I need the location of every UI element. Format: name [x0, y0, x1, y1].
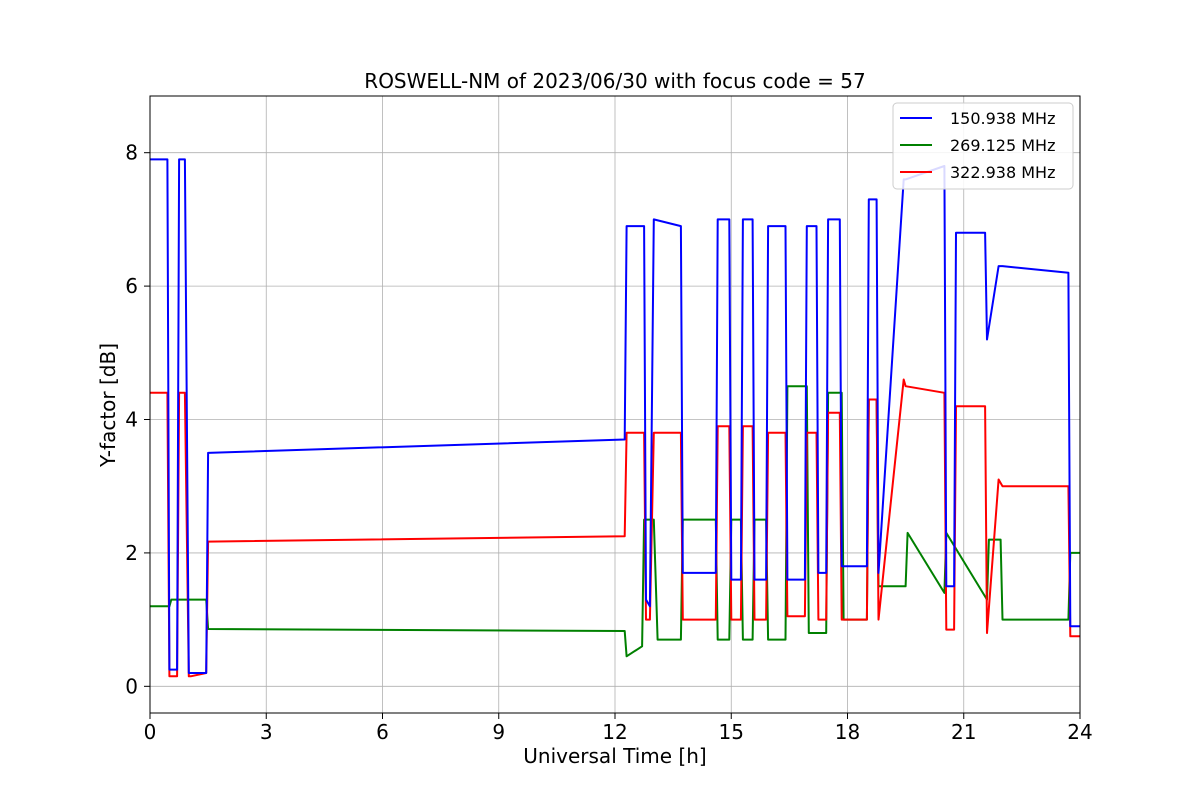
x-tick-label: 15: [719, 720, 744, 744]
chart-title: ROSWELL-NM of 2023/06/30 with focus code…: [364, 69, 865, 93]
x-tick-label: 18: [835, 720, 860, 744]
legend-label-series-0: 150.938 MHz: [950, 109, 1055, 128]
legend-label-series-1: 269.125 MHz: [950, 136, 1055, 155]
x-tick-label: 12: [602, 720, 627, 744]
series-line-0: [150, 158, 1080, 674]
y-axis-ticks: 0 2 4 6 8: [125, 141, 150, 698]
x-tick-label: 21: [951, 720, 976, 744]
y-tick-label: 0: [125, 674, 138, 698]
x-tick-label: 6: [376, 720, 389, 744]
legend-box: [892, 102, 1074, 190]
legend-label-series-2: 322.938 MHz: [950, 163, 1055, 182]
series-layer: [150, 158, 1080, 678]
x-tick-label: 3: [260, 720, 273, 744]
grid-lines: [149, 96, 1081, 713]
x-axis-label: Universal Time [h]: [523, 744, 706, 768]
x-tick-label: 24: [1067, 720, 1092, 744]
y-tick-label: 2: [125, 541, 138, 565]
plot-area: [149, 95, 1081, 714]
y-tick-label: 4: [125, 408, 138, 432]
x-tick-label: 0: [144, 720, 157, 744]
legend: 150.938 MHz 269.125 MHz 322.938 MHz: [892, 102, 1074, 190]
y-tick-label: 6: [125, 274, 138, 298]
x-tick-label: 9: [492, 720, 505, 744]
y-tick-label: 8: [125, 141, 138, 165]
y-axis-label: Y-factor [dB]: [96, 343, 120, 468]
x-axis-ticks: 0 3 6 9 12 15 18 21 24: [144, 713, 1093, 744]
